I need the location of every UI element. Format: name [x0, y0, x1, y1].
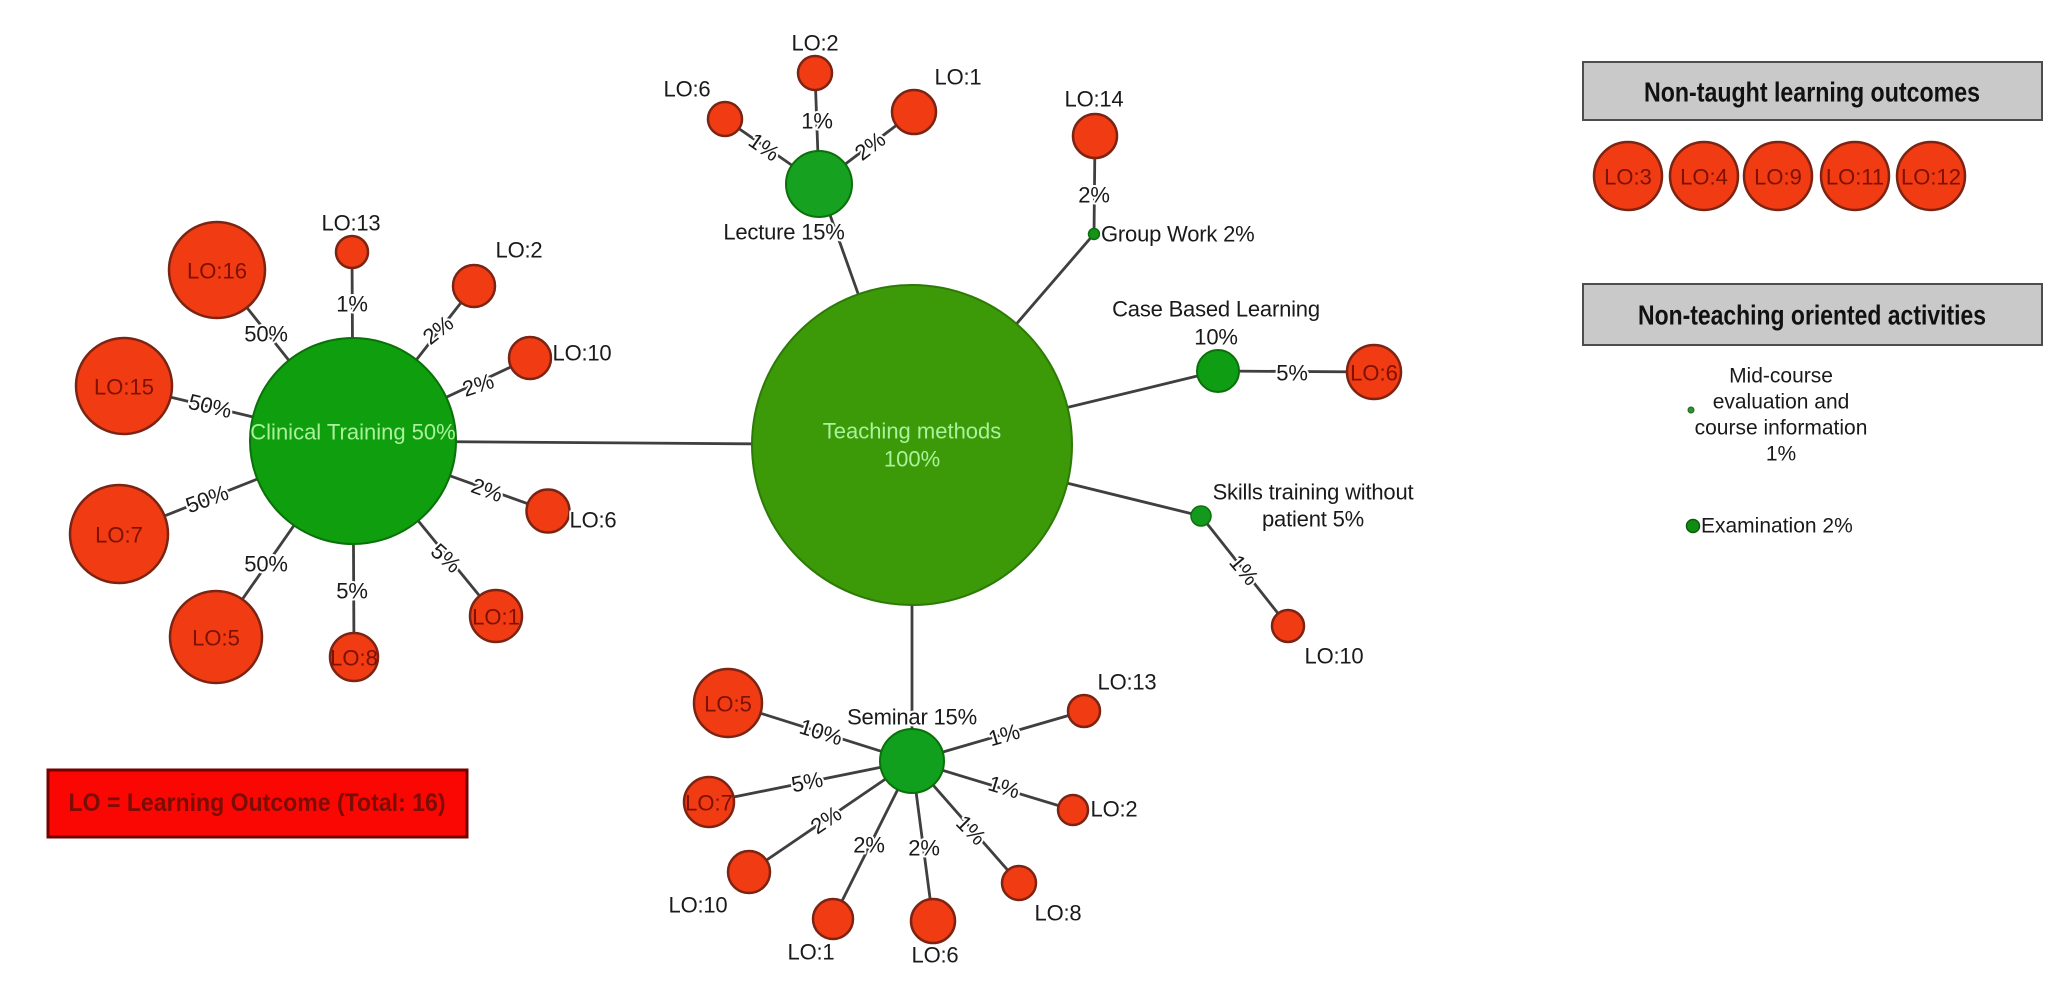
svg-text:LO:7: LO:7	[685, 791, 733, 816]
svg-text:LO = Learning Outcome (Total:: LO = Learning Outcome (Total: 16)	[69, 789, 446, 817]
svg-text:LO:4: LO:4	[1680, 165, 1728, 190]
svg-text:LO:2: LO:2	[792, 31, 839, 56]
svg-text:LO:14: LO:14	[1065, 87, 1124, 112]
svg-text:LO:7: LO:7	[95, 523, 143, 548]
svg-text:2%: 2%	[1078, 183, 1109, 208]
svg-text:LO:6: LO:6	[912, 943, 959, 968]
svg-text:LO:10: LO:10	[1305, 644, 1364, 669]
svg-text:Non-taught learning outcomes: Non-taught learning outcomes	[1644, 77, 1980, 108]
svg-text:evaluation and: evaluation and	[1713, 391, 1850, 414]
svg-text:2%: 2%	[908, 836, 939, 861]
svg-text:LO:8: LO:8	[330, 646, 378, 671]
svg-text:LO:16: LO:16	[187, 259, 247, 284]
svg-text:10%: 10%	[1194, 325, 1237, 350]
svg-text:LO:10: LO:10	[669, 893, 728, 918]
svg-text:LO:5: LO:5	[704, 692, 752, 717]
svg-text:5%: 5%	[1276, 361, 1307, 386]
svg-text:LO:11: LO:11	[1826, 165, 1884, 190]
svg-text:LO:1: LO:1	[788, 940, 835, 965]
svg-text:Skills training without: Skills training without	[1213, 480, 1414, 505]
svg-text:2%: 2%	[853, 833, 884, 858]
svg-text:Seminar 15%: Seminar 15%	[847, 705, 977, 730]
svg-text:LO:1: LO:1	[935, 65, 982, 90]
svg-text:LO:2: LO:2	[496, 238, 543, 263]
svg-text:Group Work 2%: Group Work 2%	[1101, 222, 1255, 247]
svg-text:LO:10: LO:10	[553, 341, 612, 366]
svg-text:patient 5%: patient 5%	[1262, 507, 1364, 532]
svg-text:LO:13: LO:13	[322, 211, 381, 236]
svg-text:50%: 50%	[244, 552, 287, 577]
svg-text:LO:12: LO:12	[1901, 165, 1961, 190]
svg-text:LO:8: LO:8	[1035, 901, 1082, 926]
svg-text:Mid-course: Mid-course	[1729, 365, 1833, 388]
svg-text:LO:5: LO:5	[192, 626, 240, 651]
svg-text:5%: 5%	[336, 579, 367, 604]
svg-text:1%: 1%	[801, 109, 832, 134]
svg-text:LO:13: LO:13	[1098, 670, 1157, 695]
svg-text:50%: 50%	[244, 322, 287, 347]
svg-text:course information: course information	[1695, 417, 1868, 440]
svg-text:Teaching methods: Teaching methods	[823, 419, 1002, 444]
svg-text:LO:6: LO:6	[570, 508, 617, 533]
svg-text:Lecture 15%: Lecture 15%	[723, 220, 844, 245]
svg-text:Clinical Training 50%: Clinical Training 50%	[250, 420, 455, 445]
svg-text:LO:6: LO:6	[664, 77, 711, 102]
svg-text:Examination 2%: Examination 2%	[1701, 515, 1853, 538]
svg-text:1%: 1%	[1766, 443, 1796, 466]
svg-text:Non-teaching oriented activiti: Non-teaching oriented activities	[1638, 300, 1986, 331]
svg-text:LO:6: LO:6	[1350, 361, 1398, 386]
svg-text:LO:3: LO:3	[1604, 165, 1652, 190]
svg-text:1%: 1%	[336, 292, 367, 317]
svg-text:LO:2: LO:2	[1091, 797, 1138, 822]
svg-text:100%: 100%	[884, 447, 940, 472]
svg-text:LO:1: LO:1	[472, 605, 520, 630]
svg-text:LO:9: LO:9	[1754, 165, 1802, 190]
svg-text:Case Based Learning: Case Based Learning	[1112, 297, 1320, 322]
svg-text:LO:15: LO:15	[94, 375, 154, 400]
